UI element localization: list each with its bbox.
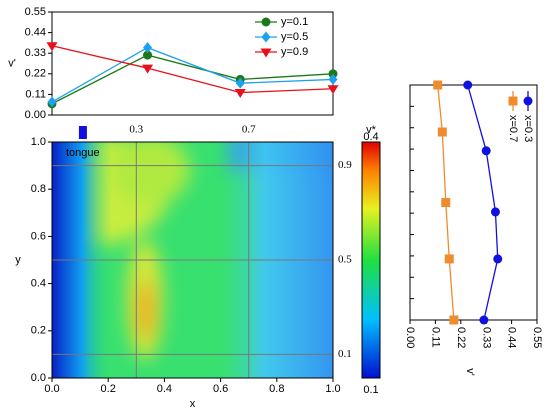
y-tick-label: 0.8 [31,183,46,195]
x-tick-label: 0.55 [531,327,543,348]
guide-label: 0.1 [338,348,352,360]
colorbar [361,141,381,379]
legend-label: y=0.5 [281,31,308,43]
y-tick-label: 1.0 [31,136,46,148]
colorbar-tick-label: 0.4 [363,131,378,143]
marker [143,42,153,54]
marker [463,80,473,90]
marker [508,96,518,106]
x-axis-label: x [190,398,196,410]
x-tick-label: 0.00 [404,327,416,348]
legend-label: y=0.9 [281,46,308,58]
series-line [467,84,499,321]
y-tick-label: 0.11 [25,88,46,100]
x-tick-label: 0.6 [213,383,228,395]
y-tick-label: 0.33 [25,47,46,59]
x-tick-label: 0.22 [455,327,467,348]
marker [328,69,338,79]
marker [260,48,272,58]
marker [523,96,533,106]
y-tick-label: 0.4 [31,278,46,290]
x-tick-label: 0.8 [269,383,284,395]
legend-label: x=0.7 [507,115,519,142]
marker [441,198,451,207]
marker [142,64,154,74]
legend-label: x=0.3 [522,115,534,142]
marker [327,85,339,95]
y-tick-label: 0.55 [25,6,46,18]
marker [261,31,271,43]
plot-frame [51,11,334,116]
y-tick-label: 0.44 [25,27,46,39]
plot-frame [51,141,334,379]
x-tick-label: 0.11 [429,327,441,348]
series-line [51,45,334,94]
colorbar-title: v* [366,124,377,136]
guide-label: 0.3 [129,124,143,136]
y-tick-label: 0.22 [25,68,46,80]
marker [46,42,58,52]
marker [234,89,246,99]
y-tick-label: 0.2 [31,325,46,337]
colorbar-tick-label: 0.1 [363,384,378,396]
marker [449,315,459,325]
marker [481,146,491,156]
x-tick-label: 1.0 [325,383,340,395]
x-tick-label: 0.44 [506,327,518,348]
marker [493,254,503,264]
guide-label: 0.7 [242,124,256,136]
annotation: tongue [66,147,100,159]
legend-label: y=0.1 [281,16,308,28]
marker [143,50,153,60]
marker [490,207,500,217]
marker [261,17,271,27]
tongue-marker [78,126,87,139]
y-tick-label: 0.00 [25,109,46,121]
y-axis-label: v' [8,57,16,69]
y-tick-label: 0.0 [31,372,46,384]
marker [235,77,245,89]
x-tick-label: 0.0 [44,383,59,395]
guide-label: 0.9 [338,159,352,171]
x-axis-label: v' [464,368,476,376]
marker [328,73,338,85]
series-line [51,46,334,103]
marker [437,127,447,137]
x-tick-label: 0.2 [101,383,116,395]
marker [479,315,489,325]
y-tick-label: 0.6 [31,230,46,242]
plot-frame [409,84,538,321]
series-line [51,54,334,105]
y-axis-label: y [15,254,21,266]
marker [433,80,443,90]
guide-label: 0.5 [338,254,352,266]
marker [47,96,57,108]
x-tick-label: 0.33 [480,327,492,348]
marker [444,254,454,264]
x-tick-label: 0.4 [157,383,172,395]
